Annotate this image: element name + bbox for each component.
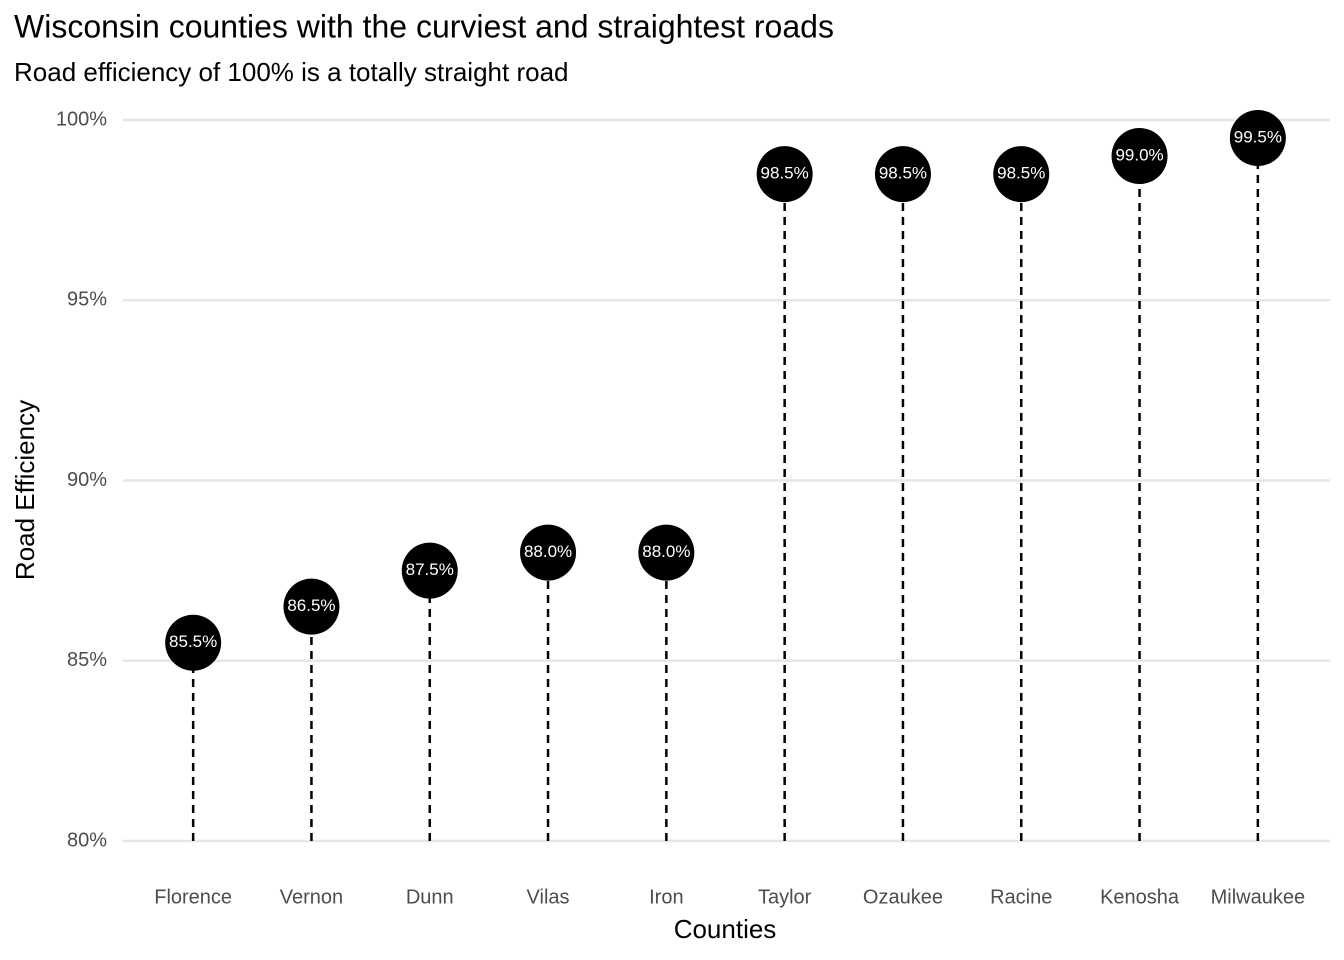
value-label: 85.5% [169, 632, 217, 651]
value-label: 86.5% [287, 596, 335, 615]
y-tick-label: 100% [56, 108, 107, 130]
x-tick-label: Milwaukee [1211, 886, 1305, 908]
x-tick-label: Kenosha [1100, 886, 1180, 908]
y-tick-label: 95% [67, 289, 107, 311]
y-tick-label: 80% [67, 829, 107, 851]
y-tick-label: 90% [67, 469, 107, 491]
value-label: 87.5% [406, 560, 454, 579]
x-tick-label: Ozaukee [863, 886, 943, 908]
dot [1229, 110, 1286, 167]
chart-subtitle: Road efficiency of 100% is a totally str… [14, 57, 569, 87]
value-label: 98.5% [879, 164, 927, 183]
dot [993, 146, 1050, 203]
y-tick-label: 85% [67, 649, 107, 671]
x-tick-label: Vernon [280, 886, 343, 908]
dot [638, 524, 695, 581]
x-tick-label: Dunn [406, 886, 454, 908]
value-label: 88.0% [642, 542, 690, 561]
value-label: 88.0% [524, 542, 572, 561]
dot [874, 146, 931, 203]
y-axis-title: Road Efficiency [10, 400, 40, 580]
chart-title: Wisconsin counties with the curviest and… [14, 8, 834, 44]
dot [401, 542, 458, 599]
value-label: 98.5% [761, 164, 809, 183]
x-tick-label: Iron [649, 886, 683, 908]
x-tick-label: Florence [154, 886, 232, 908]
dot [283, 578, 340, 635]
dot [1111, 128, 1168, 185]
value-label: 98.5% [997, 164, 1045, 183]
x-tick-label: Racine [990, 886, 1052, 908]
x-tick-label: Taylor [758, 886, 812, 908]
x-tick-label: Vilas [527, 886, 570, 908]
dot [520, 524, 577, 581]
x-axis-title: Counties [674, 914, 777, 944]
value-label: 99.5% [1234, 128, 1282, 147]
dot [756, 146, 813, 203]
value-label: 99.0% [1115, 146, 1163, 165]
dot [165, 614, 222, 671]
